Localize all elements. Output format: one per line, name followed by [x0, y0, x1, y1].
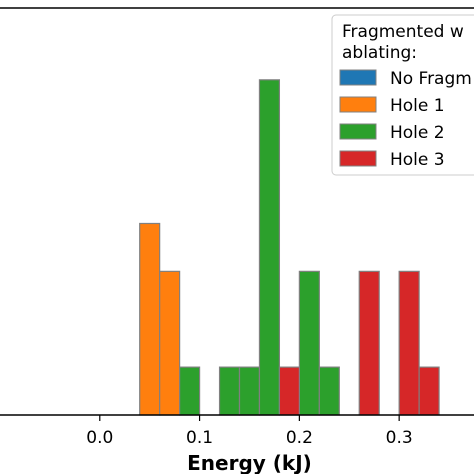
legend-swatch: [339, 123, 377, 140]
legend-swatch: [339, 96, 377, 113]
bar-hole-2-5: [318, 366, 340, 416]
axes-layer: 0.0 0.1 0.2 0.3 Energy (kJ): [0, 7, 474, 474]
legend-swatch: [339, 150, 377, 167]
bar-hole-2-1: [218, 366, 241, 416]
bar-hole-1-0: [139, 222, 161, 416]
bar-hole-2-2: [238, 366, 261, 416]
x-tick-label: 0.2: [286, 428, 313, 448]
x-tick-label: 0.3: [386, 428, 413, 448]
bar-hole-3-2: [398, 270, 420, 416]
x-tick-label: 0.1: [186, 428, 213, 448]
legend-title: Fragmented w: [342, 22, 464, 42]
legend-label: No Fragm: [390, 69, 472, 89]
legend-swatch: [339, 69, 377, 86]
legend-title: ablating:: [342, 43, 417, 63]
bar-hole-2-0: [179, 366, 201, 416]
legend-label: Hole 3: [390, 150, 445, 170]
legend-label: Hole 1: [390, 96, 445, 116]
bars-layer: [139, 79, 440, 416]
bar-hole-2-3: [258, 79, 281, 416]
x-tick-label: 0.0: [86, 428, 113, 448]
bar-hole-3-0: [278, 366, 300, 416]
bar-hole-1-1: [159, 270, 181, 416]
legend-label: Hole 2: [390, 123, 445, 143]
bar-hole-2-4: [298, 270, 320, 416]
bar-hole-3-3: [418, 366, 440, 416]
x-axis-title: Energy (kJ): [187, 451, 312, 474]
bar-hole-3-1: [358, 270, 380, 416]
